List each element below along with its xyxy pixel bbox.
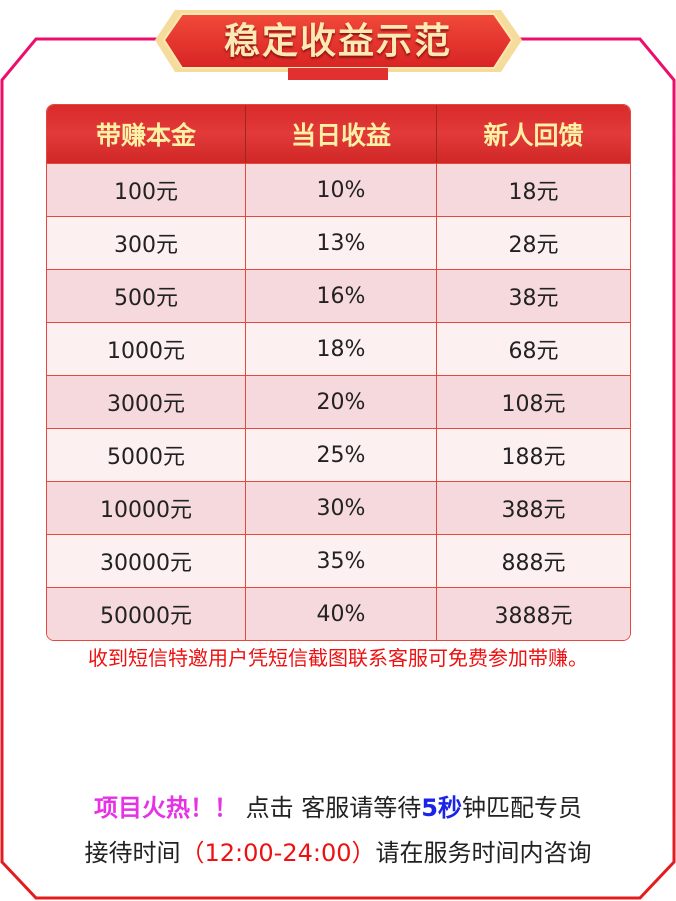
cell-daily-yield: 40% <box>246 587 437 640</box>
table-row: 3000元 20% 108元 <box>47 375 630 428</box>
contact-text[interactable]: 点击 客服请等待 <box>238 794 422 822</box>
notice-text: 收到短信特邀用户凭短信截图联系客服可免费参加带赚。 <box>88 646 588 670</box>
cell-bonus: 388元 <box>437 481 630 534</box>
contact-text-2: 钟匹配专员 <box>461 794 582 822</box>
cell-bonus: 18元 <box>437 163 630 216</box>
cell-principal: 300元 <box>47 216 246 269</box>
table-row: 500元 16% 38元 <box>47 269 630 322</box>
table-row: 10000元 30% 388元 <box>47 481 630 534</box>
cell-principal: 50000元 <box>47 587 246 640</box>
cell-bonus: 28元 <box>437 216 630 269</box>
table-header: 带赚本金 当日收益 新人回馈 <box>47 105 630 163</box>
cell-principal: 100元 <box>47 163 246 216</box>
earnings-table: 带赚本金 当日收益 新人回馈 100元 10% 18元 300元 13% 28元 500元 1… <box>46 104 631 641</box>
cell-daily-yield: 35% <box>246 534 437 587</box>
table-row: 5000元 25% 188元 <box>47 428 630 481</box>
cell-bonus: 68元 <box>437 322 630 375</box>
table-row: 50000元 40% 3888元 <box>47 587 630 640</box>
wait-seconds: 5秒 <box>421 794 462 822</box>
cell-daily-yield: 25% <box>246 428 437 481</box>
cell-principal: 500元 <box>47 269 246 322</box>
contact-line: 项目火热！！ 点击 客服请等待5秒钟匹配专员 <box>0 788 676 823</box>
header-principal: 带赚本金 <box>47 105 246 163</box>
cell-principal: 30000元 <box>47 534 246 587</box>
table-row: 1000元 18% 68元 <box>47 322 630 375</box>
cell-bonus: 38元 <box>437 269 630 322</box>
service-hours-line: 接待时间（12:00-24:00）请在服务时间内咨询 <box>0 833 676 868</box>
header-new-user-bonus: 新人回馈 <box>437 105 630 163</box>
header-daily-yield: 当日收益 <box>246 105 437 163</box>
cell-principal: 1000元 <box>47 322 246 375</box>
cell-daily-yield: 20% <box>246 375 437 428</box>
cell-principal: 3000元 <box>47 375 246 428</box>
page-title: 稳定收益示范 <box>223 21 452 62</box>
cell-daily-yield: 10% <box>246 163 437 216</box>
cell-bonus: 888元 <box>437 534 630 587</box>
cell-daily-yield: 18% <box>246 322 437 375</box>
hours-label: 接待时间 <box>84 839 181 867</box>
service-hours: （12:00-24:00） <box>180 839 376 867</box>
table-row: 100元 10% 18元 <box>47 163 630 216</box>
title-badge <box>155 10 522 80</box>
cell-bonus: 188元 <box>437 428 630 481</box>
cell-principal: 10000元 <box>47 481 246 534</box>
cell-daily-yield: 16% <box>246 269 437 322</box>
cell-bonus: 108元 <box>437 375 630 428</box>
cell-principal: 5000元 <box>47 428 246 481</box>
cell-daily-yield: 30% <box>246 481 437 534</box>
hours-note: 请在服务时间内咨询 <box>375 839 592 867</box>
cell-bonus: 3888元 <box>437 587 630 640</box>
cell-daily-yield: 13% <box>246 216 437 269</box>
table-row: 300元 13% 28元 <box>47 216 630 269</box>
table-row: 30000元 35% 888元 <box>47 534 630 587</box>
hot-label: 项目火热！！ <box>94 794 239 822</box>
